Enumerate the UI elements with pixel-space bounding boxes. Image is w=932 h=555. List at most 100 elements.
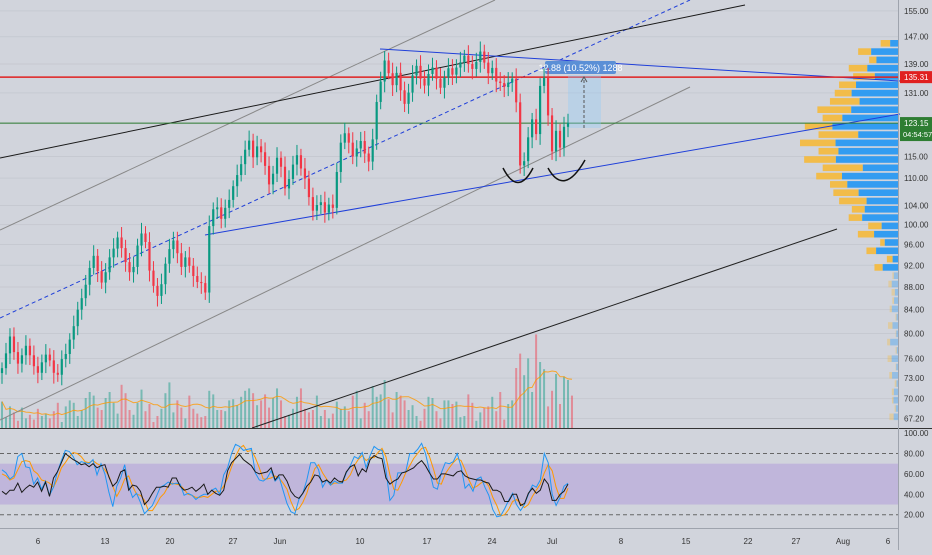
candle-body[interactable] — [407, 92, 410, 104]
candle-body[interactable] — [558, 130, 562, 148]
candle-body[interactable] — [104, 272, 107, 283]
candle-body[interactable] — [208, 226, 211, 293]
candle-body[interactable] — [267, 165, 271, 185]
candle-body[interactable] — [84, 284, 87, 299]
candle-body[interactable] — [527, 137, 530, 162]
candle-body[interactable] — [399, 72, 402, 91]
candle-body[interactable] — [275, 157, 279, 174]
rsi-pane[interactable] — [0, 442, 898, 518]
channel-lower-line[interactable] — [0, 86, 691, 421]
candle-body[interactable] — [64, 353, 67, 360]
candle-body[interactable] — [323, 202, 326, 213]
candle-body[interactable] — [192, 265, 195, 277]
channel-mid-dashed-line[interactable] — [0, 0, 691, 319]
candle-body[interactable] — [176, 240, 179, 254]
candle-body[interactable] — [359, 141, 362, 149]
candle-body[interactable] — [562, 126, 566, 148]
candlesticks[interactable] — [0, 41, 570, 386]
candle-body[interactable] — [411, 75, 414, 93]
rsi-axis[interactable]: 100.00 80.00 60.00 40.00 20.00 — [904, 429, 929, 520]
candle-body[interactable] — [255, 146, 259, 158]
candle-body[interactable] — [435, 67, 438, 79]
candle-body[interactable] — [447, 68, 450, 78]
candle-body[interactable] — [32, 355, 35, 367]
candle-body[interactable] — [511, 78, 514, 83]
candle-body[interactable] — [299, 155, 303, 169]
candle-body[interactable] — [303, 168, 307, 179]
candle-body[interactable] — [439, 78, 442, 88]
bottom-arc-left[interactable] — [502, 167, 534, 184]
candle-body[interactable] — [347, 133, 350, 143]
candle-body[interactable] — [291, 164, 295, 180]
long-trend-line[interactable] — [0, 4, 746, 159]
candle-body[interactable] — [76, 309, 79, 327]
candle-body[interactable] — [88, 267, 91, 285]
candle-body[interactable] — [546, 77, 550, 116]
candle-body[interactable] — [180, 253, 183, 267]
candle-body[interactable] — [128, 262, 131, 273]
measure-tool[interactable]: 12.88 (10.52%) 1288 — [538, 61, 623, 128]
candle-body[interactable] — [164, 263, 167, 285]
candle-body[interactable] — [471, 64, 474, 69]
candle-body[interactable] — [168, 249, 171, 264]
candle-body[interactable] — [16, 352, 20, 364]
candle-body[interactable] — [351, 142, 354, 157]
candle-body[interactable] — [232, 186, 235, 200]
candle-body[interactable] — [152, 270, 155, 286]
candle-body[interactable] — [383, 60, 386, 82]
triangle-upper-line[interactable] — [379, 48, 901, 82]
candle-body[interactable] — [252, 140, 255, 158]
candle-body[interactable] — [343, 133, 346, 143]
candle-body[interactable] — [307, 178, 311, 198]
candle-body[interactable] — [156, 285, 159, 296]
candle-body[interactable] — [335, 171, 338, 208]
candle-body[interactable] — [4, 353, 8, 369]
candle-body[interactable] — [463, 55, 466, 63]
candle-body[interactable] — [367, 153, 370, 162]
candle-body[interactable] — [371, 139, 374, 162]
candle-body[interactable] — [160, 284, 163, 296]
candle-body[interactable] — [144, 233, 147, 242]
double-bottom-arcs[interactable] — [502, 159, 586, 184]
price-axis[interactable]: 155.00147.00139.00131.00123.00115.00110.… — [904, 7, 929, 424]
candle-body[interactable] — [188, 257, 191, 266]
candle-body[interactable] — [216, 207, 219, 210]
candle-body[interactable] — [172, 240, 175, 250]
candle-body[interactable] — [487, 62, 490, 74]
candle-body[interactable] — [44, 354, 47, 363]
candle-body[interactable] — [415, 65, 418, 76]
candle-body[interactable] — [36, 366, 39, 373]
candle-body[interactable] — [363, 141, 366, 154]
candle-body[interactable] — [196, 276, 199, 282]
candle-body[interactable] — [535, 119, 538, 135]
candle-body[interactable] — [80, 298, 83, 310]
candle-body[interactable] — [244, 149, 247, 165]
bottom-arc-right[interactable] — [547, 159, 586, 182]
candle-body[interactable] — [483, 51, 486, 63]
candle-body[interactable] — [519, 102, 522, 166]
candle-body[interactable] — [184, 257, 187, 267]
candle-body[interactable] — [423, 78, 426, 86]
candle-body[interactable] — [566, 122, 570, 127]
bottom-trend-line[interactable] — [251, 228, 838, 429]
candle-body[interactable] — [132, 266, 135, 273]
candle-body[interactable] — [92, 255, 95, 268]
candle-body[interactable] — [451, 68, 454, 75]
trend-channel-lines[interactable] — [0, 0, 901, 429]
candle-body[interactable] — [554, 130, 558, 152]
candle-body[interactable] — [538, 85, 542, 135]
candle-body[interactable] — [467, 55, 470, 65]
candle-body[interactable] — [100, 271, 103, 283]
candle-body[interactable] — [419, 65, 422, 79]
candle-body[interactable] — [124, 248, 127, 263]
candle-body[interactable] — [515, 78, 518, 103]
candle-body[interactable] — [20, 355, 24, 364]
candle-body[interactable] — [431, 67, 434, 74]
candle-body[interactable] — [228, 199, 231, 208]
candle-body[interactable] — [240, 164, 243, 176]
candle-body[interactable] — [315, 205, 318, 211]
candle-body[interactable] — [495, 67, 498, 82]
candle-body[interactable] — [523, 161, 526, 166]
candle-body[interactable] — [379, 81, 382, 102]
